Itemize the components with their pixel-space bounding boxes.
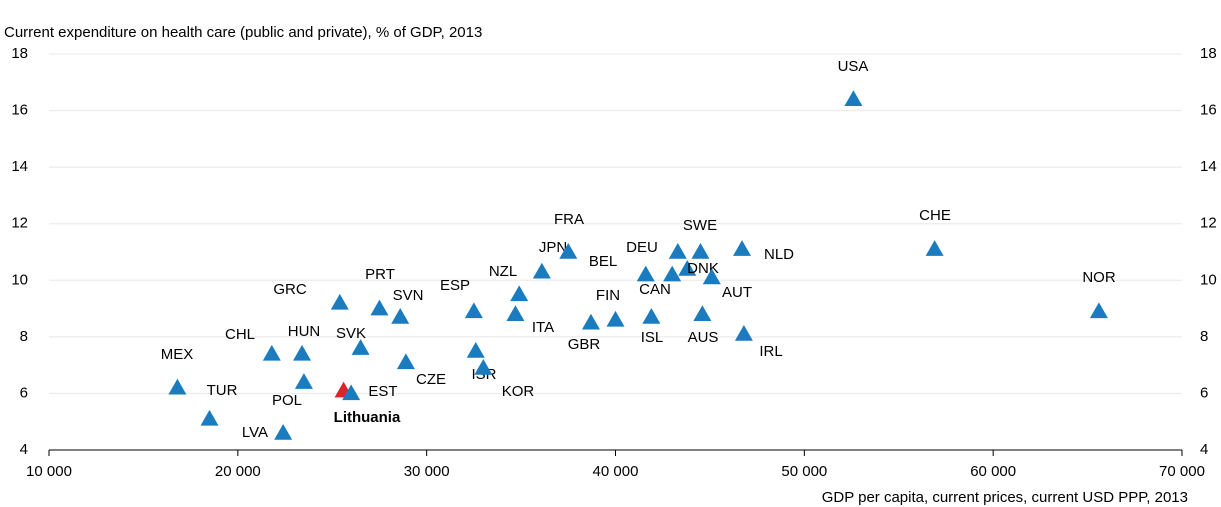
- point-label: JPN: [539, 239, 567, 256]
- y2-tick-label: 4: [1200, 441, 1208, 458]
- point: [274, 424, 293, 440]
- y2-tick-label: 18: [1200, 45, 1217, 62]
- point-label: USA: [838, 58, 869, 75]
- point: [532, 262, 551, 279]
- y-tick-label: 12: [11, 215, 28, 232]
- point-label: GRC: [273, 281, 307, 298]
- point: [330, 293, 349, 310]
- y-tick-label: 16: [11, 102, 28, 119]
- point: [642, 308, 661, 324]
- point: [370, 299, 389, 316]
- y-tick-label: 8: [20, 328, 28, 345]
- point-label: CAN: [639, 281, 671, 298]
- y2-tick-label: 14: [1200, 158, 1217, 175]
- point-label: HUN: [288, 323, 321, 340]
- point-label: IRL: [759, 343, 782, 360]
- point-label: Lithuania: [334, 409, 401, 426]
- x-tick-label: 60 000: [970, 463, 1016, 480]
- y-tick-label: 18: [11, 45, 28, 62]
- point-label: SVN: [393, 287, 424, 304]
- point: [506, 305, 525, 321]
- point: [606, 310, 625, 327]
- point-label: SWE: [683, 217, 717, 234]
- point-label: ISL: [641, 329, 664, 346]
- point: [293, 344, 312, 361]
- y2-tick-label: 10: [1200, 271, 1217, 288]
- point: [693, 305, 712, 321]
- point: [262, 344, 281, 361]
- y-tick-label: 10: [11, 271, 28, 288]
- point: [464, 302, 483, 319]
- point: [636, 265, 655, 282]
- point: [702, 268, 721, 285]
- point: [668, 243, 687, 259]
- point-label: KOR: [502, 383, 535, 400]
- y-tick-label: 4: [20, 441, 28, 458]
- point: [925, 240, 944, 256]
- x-tick-label: 10 000: [26, 463, 72, 480]
- point-label: BEL: [589, 253, 617, 270]
- point-label: AUT: [722, 284, 752, 301]
- x-tick-label: 40 000: [593, 463, 639, 480]
- point: [581, 313, 600, 330]
- point-label: EST: [368, 383, 397, 400]
- x-tick-label: 70 000: [1159, 463, 1205, 480]
- point: [200, 409, 219, 426]
- point: [168, 378, 187, 395]
- y-tick-label: 14: [11, 158, 28, 175]
- x-axis-label: GDP per capita, current prices, current …: [822, 489, 1188, 506]
- point-label: CHL: [225, 326, 255, 343]
- point-label: GBR: [568, 336, 601, 353]
- point: [351, 339, 370, 355]
- y2-tick-label: 8: [1200, 328, 1208, 345]
- point-label: DEU: [626, 239, 658, 256]
- point: [391, 308, 410, 324]
- point: [734, 325, 753, 341]
- y-tick-label: 6: [20, 384, 28, 401]
- point: [663, 265, 682, 282]
- point: [466, 342, 485, 358]
- point: [294, 373, 313, 389]
- x-tick-label: 20 000: [215, 463, 261, 480]
- y2-tick-label: 6: [1200, 384, 1208, 401]
- point-label: MEX: [161, 346, 194, 363]
- point-label: NLD: [764, 246, 794, 263]
- point: [510, 285, 529, 302]
- point-label: LVA: [242, 424, 268, 441]
- y2-tick-label: 16: [1200, 102, 1217, 119]
- point: [559, 243, 578, 259]
- point-label: SVK: [336, 325, 366, 342]
- point-label: AUS: [688, 329, 719, 346]
- x-tick-label: 50 000: [781, 463, 827, 480]
- point-label: CZE: [416, 371, 446, 388]
- point-label: FIN: [596, 287, 620, 304]
- point: [396, 353, 415, 370]
- point-label: FRA: [554, 211, 584, 228]
- point-label: NOR: [1082, 269, 1116, 286]
- point: [691, 243, 710, 259]
- point-label: ITA: [532, 319, 554, 336]
- chart-title: Current expenditure on health care (publ…: [4, 24, 482, 41]
- y2-tick-label: 12: [1200, 215, 1217, 232]
- point: [1089, 302, 1108, 319]
- point-label: PRT: [365, 266, 395, 283]
- x-tick-label: 30 000: [404, 463, 450, 480]
- point-label: POL: [272, 392, 302, 409]
- point: [474, 358, 493, 375]
- point: [342, 384, 361, 401]
- point-label: NZL: [489, 263, 517, 280]
- point: [678, 259, 697, 276]
- point: [844, 90, 863, 107]
- point-label: ESP: [440, 277, 470, 294]
- point: [733, 240, 752, 256]
- point-label: TUR: [207, 382, 238, 399]
- point-label: CHE: [919, 207, 951, 224]
